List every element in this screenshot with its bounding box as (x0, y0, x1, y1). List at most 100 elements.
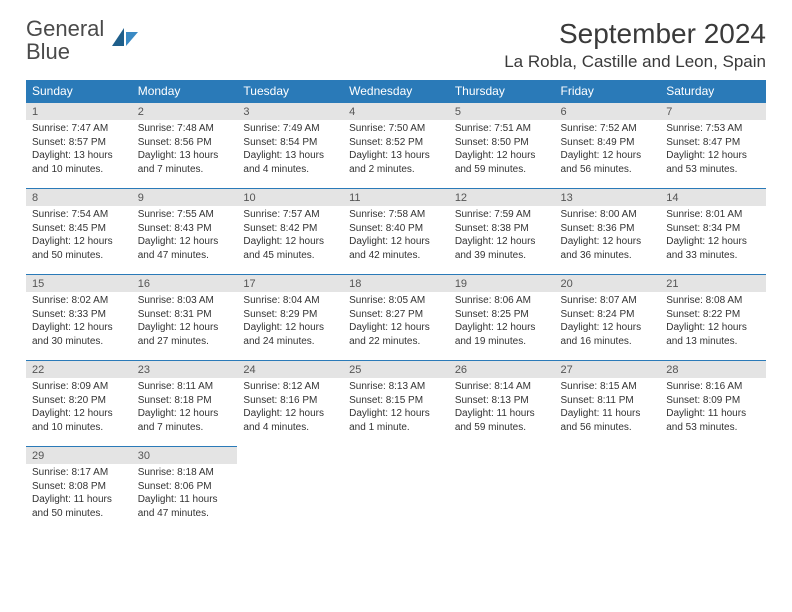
daylight: Daylight: 12 hours and 50 minutes. (32, 235, 126, 262)
sunset: Sunset: 8:09 PM (666, 394, 760, 408)
day-number: 19 (449, 274, 555, 292)
sunrise: Sunrise: 7:53 AM (666, 122, 760, 136)
day-number: 12 (449, 188, 555, 206)
day-number: 25 (343, 360, 449, 378)
sunset: Sunset: 8:50 PM (455, 136, 549, 150)
logo-text-2: Blue (26, 39, 70, 64)
sunrise: Sunrise: 8:09 AM (32, 380, 126, 394)
sunset: Sunset: 8:06 PM (138, 480, 232, 494)
day-info: Sunrise: 8:04 AMSunset: 8:29 PMDaylight:… (237, 292, 343, 354)
day-number (449, 446, 555, 464)
sunrise: Sunrise: 8:01 AM (666, 208, 760, 222)
month-title: September 2024 (504, 18, 766, 50)
day-info: Sunrise: 8:15 AMSunset: 8:11 PMDaylight:… (555, 378, 661, 440)
day-info (237, 464, 343, 526)
sunset: Sunset: 8:57 PM (32, 136, 126, 150)
day-info: Sunrise: 8:00 AMSunset: 8:36 PMDaylight:… (555, 206, 661, 268)
sunset: Sunset: 8:40 PM (349, 222, 443, 236)
day-number: 28 (660, 360, 766, 378)
dow-sunday: Sunday (26, 80, 132, 102)
logo-sail-icon (110, 26, 140, 55)
sunset: Sunset: 8:08 PM (32, 480, 126, 494)
day-info: Sunrise: 7:54 AMSunset: 8:45 PMDaylight:… (26, 206, 132, 268)
daylight: Daylight: 11 hours and 59 minutes. (455, 407, 549, 434)
daylight: Daylight: 12 hours and 33 minutes. (666, 235, 760, 262)
sunset: Sunset: 8:18 PM (138, 394, 232, 408)
sunrise: Sunrise: 8:12 AM (243, 380, 337, 394)
daylight: Daylight: 12 hours and 47 minutes. (138, 235, 232, 262)
day-number: 8 (26, 188, 132, 206)
sunset: Sunset: 8:24 PM (561, 308, 655, 322)
daylight: Daylight: 12 hours and 30 minutes. (32, 321, 126, 348)
sunrise: Sunrise: 8:14 AM (455, 380, 549, 394)
day-number: 24 (237, 360, 343, 378)
daylight: Daylight: 12 hours and 59 minutes. (455, 149, 549, 176)
day-number: 21 (660, 274, 766, 292)
sunrise: Sunrise: 7:58 AM (349, 208, 443, 222)
daylight: Daylight: 12 hours and 7 minutes. (138, 407, 232, 434)
day-info (555, 464, 661, 526)
sunrise: Sunrise: 7:51 AM (455, 122, 549, 136)
day-info: Sunrise: 8:12 AMSunset: 8:16 PMDaylight:… (237, 378, 343, 440)
day-number: 1 (26, 102, 132, 120)
dow-thursday: Thursday (449, 80, 555, 102)
day-info: Sunrise: 8:02 AMSunset: 8:33 PMDaylight:… (26, 292, 132, 354)
day-info: Sunrise: 7:50 AMSunset: 8:52 PMDaylight:… (343, 120, 449, 182)
day-number: 10 (237, 188, 343, 206)
day-number (660, 446, 766, 464)
sunset: Sunset: 8:15 PM (349, 394, 443, 408)
header: General Blue September 2024 La Robla, Ca… (26, 18, 766, 72)
day-info: Sunrise: 7:55 AMSunset: 8:43 PMDaylight:… (132, 206, 238, 268)
daylight: Daylight: 12 hours and 1 minute. (349, 407, 443, 434)
sunrise: Sunrise: 8:11 AM (138, 380, 232, 394)
day-number: 23 (132, 360, 238, 378)
sunset: Sunset: 8:45 PM (32, 222, 126, 236)
sunrise: Sunrise: 8:03 AM (138, 294, 232, 308)
day-number (343, 446, 449, 464)
daylight: Daylight: 12 hours and 19 minutes. (455, 321, 549, 348)
day-number (555, 446, 661, 464)
logo: General Blue (26, 18, 140, 64)
daylight: Daylight: 13 hours and 7 minutes. (138, 149, 232, 176)
daylight: Daylight: 12 hours and 53 minutes. (666, 149, 760, 176)
sunrise: Sunrise: 8:18 AM (138, 466, 232, 480)
day-info: Sunrise: 8:11 AMSunset: 8:18 PMDaylight:… (132, 378, 238, 440)
sunset: Sunset: 8:31 PM (138, 308, 232, 322)
day-number: 20 (555, 274, 661, 292)
day-number: 13 (555, 188, 661, 206)
sunset: Sunset: 8:38 PM (455, 222, 549, 236)
logo-text-1: General (26, 16, 104, 41)
day-info: Sunrise: 8:17 AMSunset: 8:08 PMDaylight:… (26, 464, 132, 526)
day-info: Sunrise: 7:52 AMSunset: 8:49 PMDaylight:… (555, 120, 661, 182)
day-number: 18 (343, 274, 449, 292)
day-info: Sunrise: 7:58 AMSunset: 8:40 PMDaylight:… (343, 206, 449, 268)
sunrise: Sunrise: 7:55 AM (138, 208, 232, 222)
sunset: Sunset: 8:16 PM (243, 394, 337, 408)
sunrise: Sunrise: 8:15 AM (561, 380, 655, 394)
sunset: Sunset: 8:20 PM (32, 394, 126, 408)
day-number: 15 (26, 274, 132, 292)
sunrise: Sunrise: 8:00 AM (561, 208, 655, 222)
daylight: Daylight: 12 hours and 39 minutes. (455, 235, 549, 262)
sunrise: Sunrise: 8:17 AM (32, 466, 126, 480)
daylight: Daylight: 13 hours and 2 minutes. (349, 149, 443, 176)
day-info: Sunrise: 8:18 AMSunset: 8:06 PMDaylight:… (132, 464, 238, 526)
sunrise: Sunrise: 8:02 AM (32, 294, 126, 308)
sunset: Sunset: 8:47 PM (666, 136, 760, 150)
daylight: Daylight: 12 hours and 42 minutes. (349, 235, 443, 262)
day-info (449, 464, 555, 526)
daynum-row: 2930 (26, 446, 766, 464)
sunset: Sunset: 8:25 PM (455, 308, 549, 322)
daynum-row: 15161718192021 (26, 274, 766, 292)
day-info: Sunrise: 7:49 AMSunset: 8:54 PMDaylight:… (237, 120, 343, 182)
day-info: Sunrise: 8:16 AMSunset: 8:09 PMDaylight:… (660, 378, 766, 440)
day-info: Sunrise: 7:51 AMSunset: 8:50 PMDaylight:… (449, 120, 555, 182)
day-info: Sunrise: 8:05 AMSunset: 8:27 PMDaylight:… (343, 292, 449, 354)
daylight: Daylight: 12 hours and 4 minutes. (243, 407, 337, 434)
day-info: Sunrise: 8:13 AMSunset: 8:15 PMDaylight:… (343, 378, 449, 440)
daylight: Daylight: 11 hours and 56 minutes. (561, 407, 655, 434)
day-number (237, 446, 343, 464)
info-row: Sunrise: 7:54 AMSunset: 8:45 PMDaylight:… (26, 206, 766, 268)
daylight: Daylight: 12 hours and 22 minutes. (349, 321, 443, 348)
day-number: 11 (343, 188, 449, 206)
